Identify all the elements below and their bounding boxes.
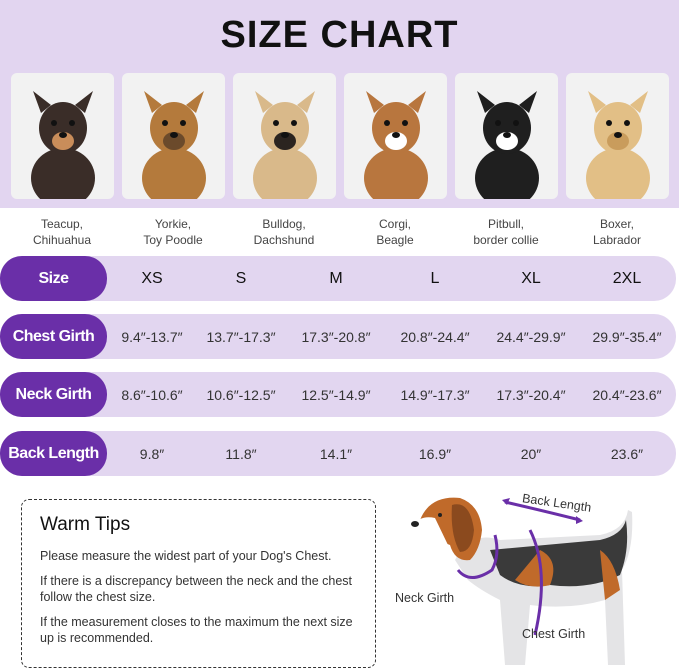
- size-header: XS: [141, 269, 163, 287]
- table-cell: 9.8″: [139, 445, 165, 462]
- breed-label: Teacup, Chihuahua: [32, 217, 92, 247]
- row-label: Neck Girth: [0, 372, 107, 417]
- row-label: Chest Girth: [0, 314, 107, 359]
- tip-item: Please measure the widest part of your D…: [40, 549, 332, 563]
- breed-label: Boxer, Labrador: [592, 217, 642, 247]
- table-cell: 23.6″: [610, 445, 644, 462]
- table-cell: 17.3″-20.8″: [301, 328, 371, 345]
- tip-item: If there is a discrepancy between the ne…: [40, 574, 352, 604]
- size-header: XL: [521, 269, 541, 287]
- breed-label: Pitbull, border collie: [473, 217, 539, 247]
- size-header: S: [235, 269, 247, 287]
- breed-label: Yorkie, Toy Poodle: [143, 217, 203, 247]
- table-cell: 9.4″-13.7″: [121, 328, 183, 345]
- table-cell: 10.6″-12.5″: [206, 386, 276, 403]
- neck-girth-label: Neck Girth: [395, 591, 455, 605]
- breed-label: Corgi, Beagle: [376, 217, 414, 247]
- size-header: M: [329, 269, 343, 287]
- warm-tips-box: Warm Tips Please measure the widest part…: [21, 499, 376, 668]
- size-header: L: [430, 269, 440, 287]
- table-cell: 13.7″-17.3″: [206, 328, 276, 345]
- page-title: SIZE CHART: [220, 14, 459, 56]
- size-header: 2XL: [612, 269, 642, 287]
- table-row: Size XS S M L XL 2XL: [0, 256, 676, 301]
- table-cell: 14.9″-17.3″: [400, 386, 470, 403]
- table-cell: 29.9″-35.4″: [592, 328, 662, 345]
- table-cell: 17.3″-20.4″: [496, 386, 566, 403]
- table-cell: 11.8″: [225, 445, 257, 462]
- table-cell: 14.1″: [319, 445, 353, 462]
- table-row: Back Length 9.8″ 11.8″ 14.1″ 16.9″ 20″ 23.6″: [0, 431, 676, 476]
- table-row: Chest Girth 9.4″-13.7″ 13.7″-17.3″ 17.3″-20…: [0, 314, 676, 359]
- dog-photo: [233, 73, 336, 199]
- tips-title: Warm Tips: [40, 514, 131, 535]
- dog-photo: [122, 73, 225, 199]
- dog-photo: [344, 73, 447, 199]
- table-cell: 20″: [520, 445, 542, 462]
- table-cell: 12.5″-14.9″: [301, 386, 371, 403]
- row-label: Size: [0, 256, 107, 301]
- table-cell: 8.6″-10.6″: [121, 386, 183, 403]
- tip-item: If the measurement closes to the maximum…: [40, 615, 353, 645]
- dog-photo: [566, 73, 669, 199]
- dog-photo: [455, 73, 558, 199]
- table-cell: 16.9″: [418, 445, 452, 462]
- dog-measurement-illustration: [411, 497, 633, 665]
- table-cell: 20.8″-24.4″: [400, 328, 470, 345]
- breed-label: Bulldog, Dachshund: [253, 217, 315, 247]
- chest-girth-label: Chest Girth: [522, 627, 586, 641]
- dog-photo: [11, 73, 114, 199]
- table-cell: 20.4″-23.6″: [592, 386, 662, 403]
- table-row: Neck Girth 8.6″-10.6″ 10.6″-12.5″ 12.5″-14.…: [0, 372, 676, 417]
- table-cell: 24.4″-29.9″: [496, 328, 566, 345]
- row-label: Back Length: [0, 431, 107, 476]
